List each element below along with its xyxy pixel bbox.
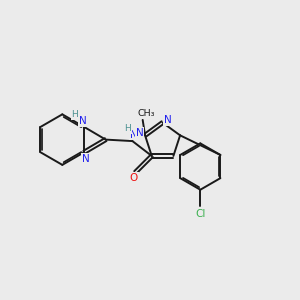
Text: H: H bbox=[124, 124, 131, 133]
Text: H: H bbox=[71, 110, 78, 119]
Text: N: N bbox=[164, 115, 172, 125]
Text: N: N bbox=[130, 130, 138, 140]
Text: N: N bbox=[82, 154, 90, 164]
Text: N: N bbox=[136, 128, 144, 138]
Text: Cl: Cl bbox=[195, 208, 206, 218]
Text: CH₃: CH₃ bbox=[137, 109, 155, 118]
Text: N: N bbox=[79, 116, 87, 126]
Text: O: O bbox=[130, 173, 138, 183]
